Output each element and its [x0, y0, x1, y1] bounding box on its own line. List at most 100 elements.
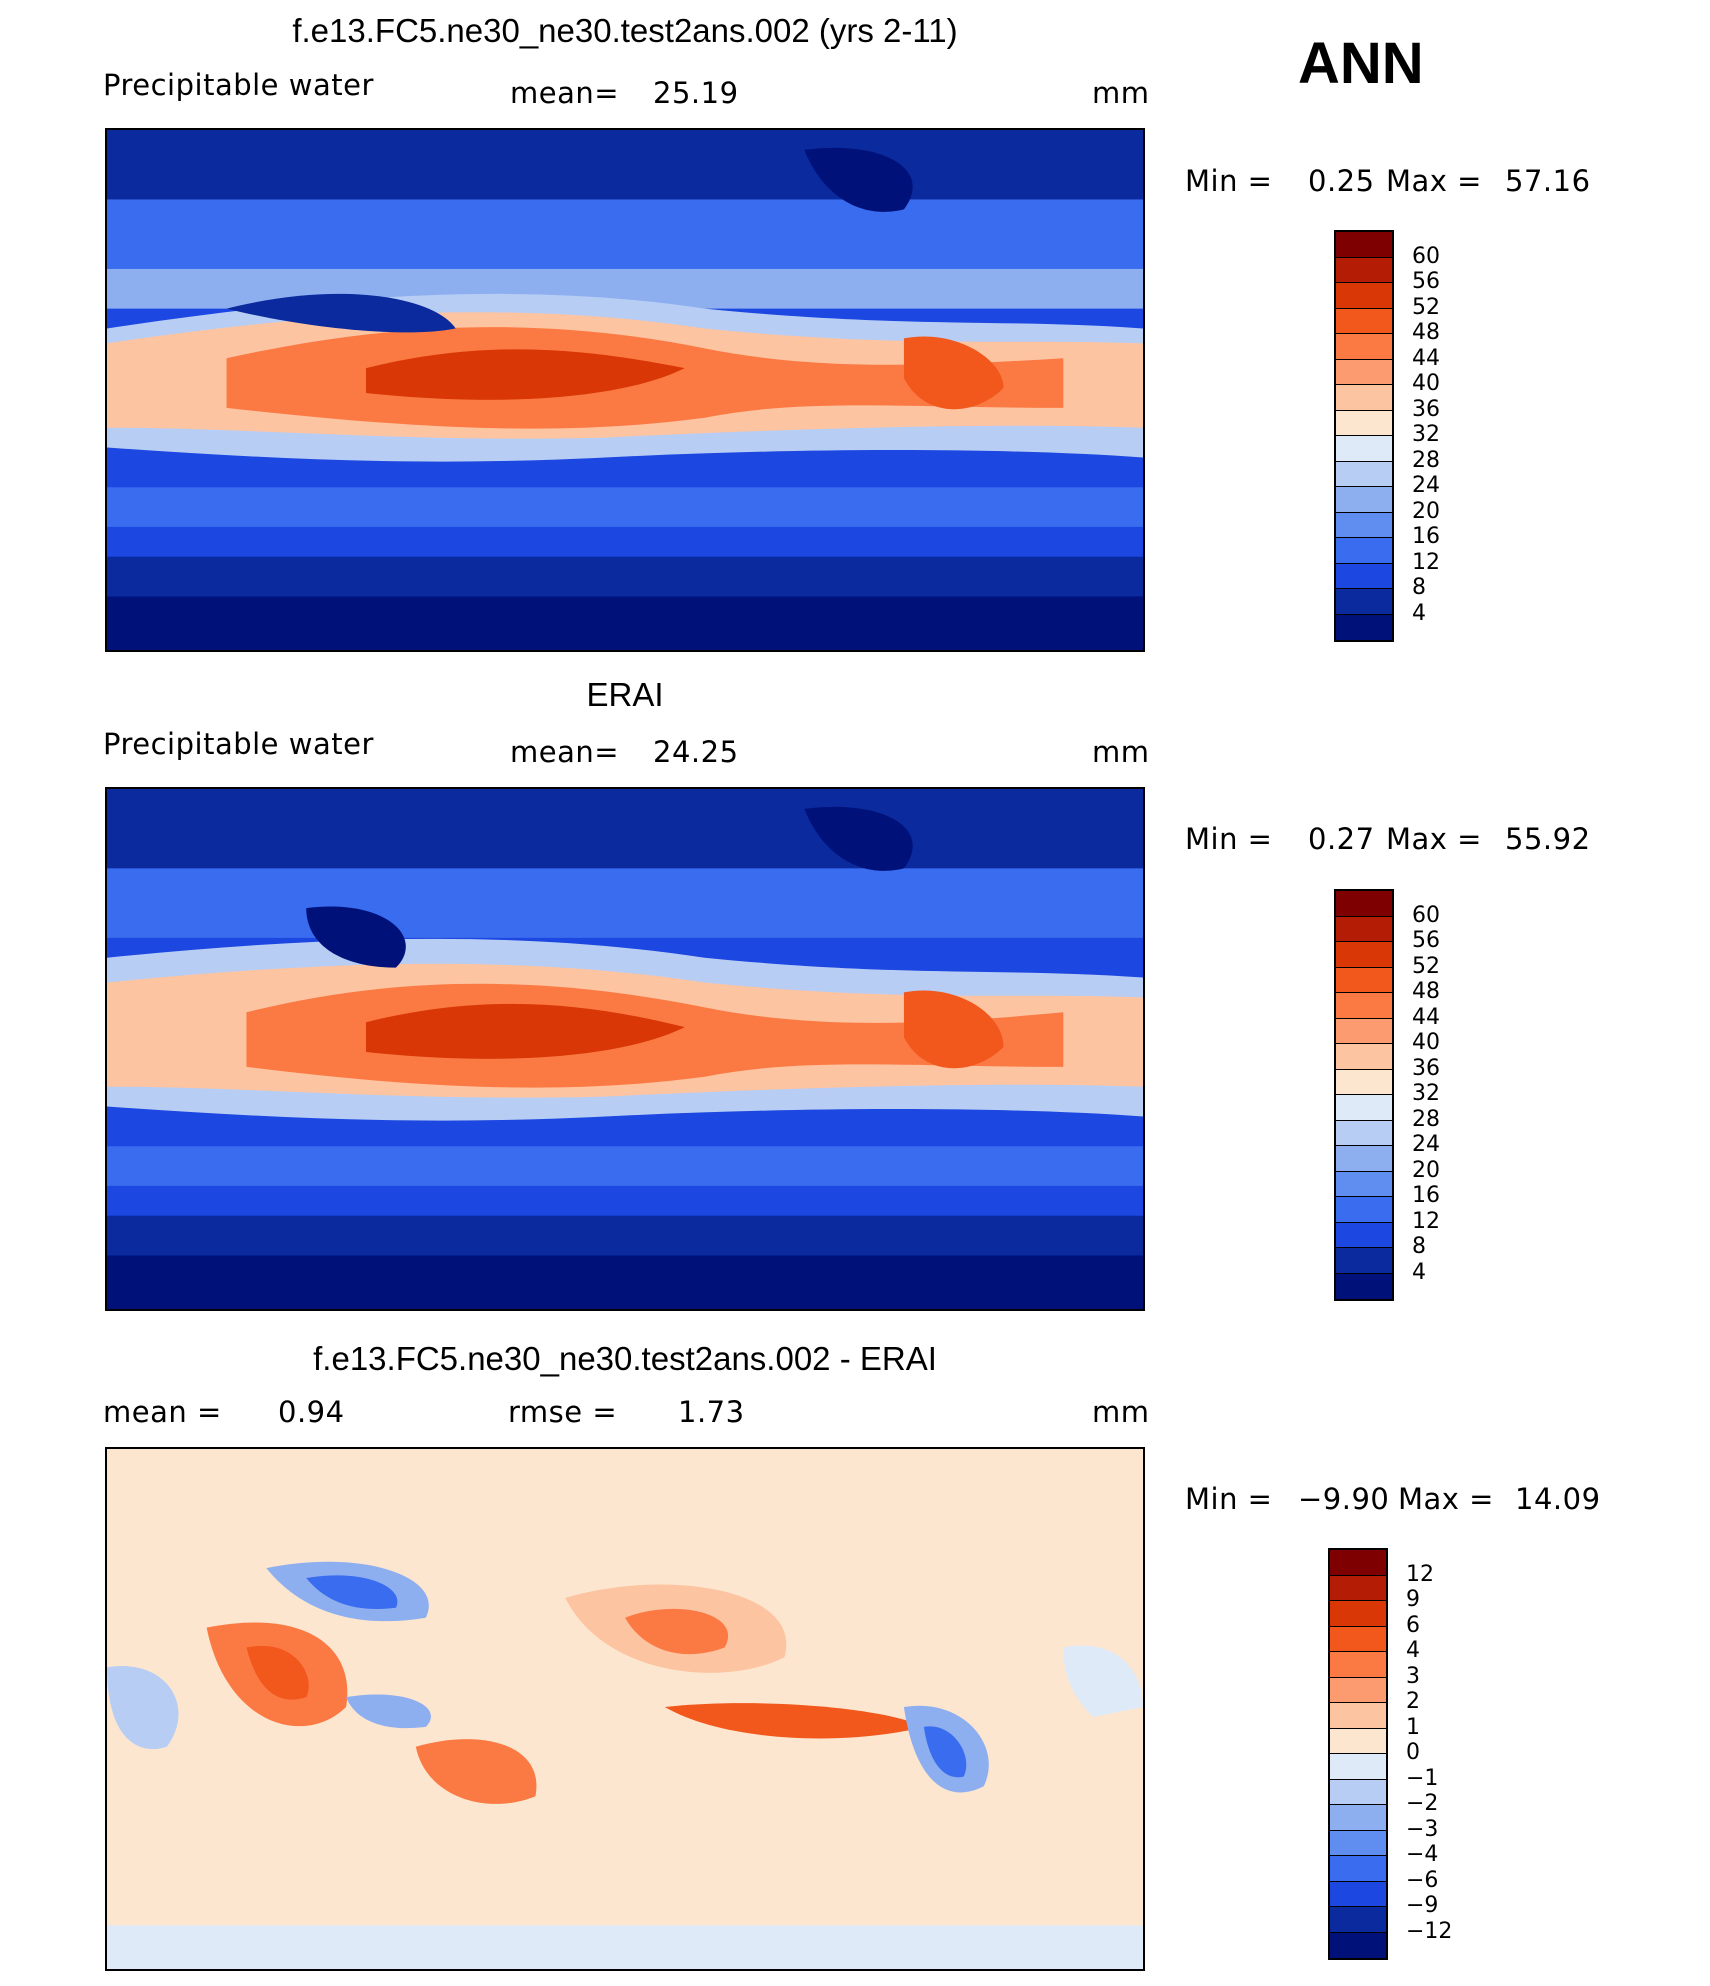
colorbar-tick-label: −4 — [1406, 1842, 1439, 1867]
panel3-mean-value: 0.94 — [278, 1395, 345, 1429]
panel1-min-label: Min = — [1185, 164, 1273, 198]
colorbar-tick-label: 28 — [1412, 447, 1440, 473]
colorbar-swatch — [1336, 1018, 1392, 1044]
colorbar-swatch — [1330, 1830, 1386, 1856]
panel3-map-svg — [107, 1449, 1143, 1969]
colorbar-swatch — [1336, 1197, 1392, 1223]
colorbar-tick-label: 8 — [1412, 1234, 1426, 1259]
colorbar-tick-label: 3 — [1406, 1663, 1420, 1689]
panel1-title: f.e13.FC5.ne30_ne30.test2ans.002 (yrs 2-… — [292, 12, 958, 49]
panel3-colorbar — [1328, 1548, 1388, 1960]
panel2-max-label: Max = — [1386, 822, 1482, 856]
colorbar-tick-label: 40 — [1412, 1030, 1440, 1055]
colorbar-swatch — [1336, 1044, 1392, 1070]
colorbar-swatch — [1336, 232, 1392, 258]
colorbar-swatch — [1336, 461, 1392, 487]
colorbar-swatch — [1336, 1171, 1392, 1197]
colorbar-tick-label: 24 — [1412, 473, 1440, 498]
colorbar-swatch — [1336, 993, 1392, 1019]
colorbar-swatch — [1336, 942, 1392, 968]
panel3-rmse-value: 1.73 — [678, 1395, 745, 1429]
colorbar-tick-label: 16 — [1412, 1183, 1440, 1208]
colorbar-swatch — [1330, 1703, 1386, 1729]
colorbar-tick-label: 36 — [1412, 1055, 1440, 1081]
colorbar-tick-label: 12 — [1406, 1561, 1434, 1587]
panel2-min-label: Min = — [1185, 822, 1273, 856]
colorbar-tick-label: 28 — [1412, 1106, 1440, 1132]
colorbar-swatch — [1330, 1805, 1386, 1831]
colorbar-swatch — [1336, 563, 1392, 589]
colorbar-tick-label: 52 — [1412, 953, 1440, 979]
panel1-variable-label: Precipitable water — [103, 68, 374, 102]
colorbar-swatch — [1336, 334, 1392, 360]
colorbar-swatch — [1330, 1626, 1386, 1652]
colorbar-swatch — [1336, 257, 1392, 283]
panel2-map — [105, 787, 1145, 1311]
colorbar-tick-label: −9 — [1406, 1893, 1439, 1918]
panel3-mean-label: mean = — [103, 1395, 222, 1429]
colorbar-tick-label: 44 — [1412, 1004, 1440, 1030]
colorbar-swatch — [1336, 1146, 1392, 1172]
colorbar-swatch — [1336, 1069, 1392, 1095]
colorbar-tick-label: 32 — [1412, 1081, 1440, 1106]
colorbar-tick-label: 60 — [1412, 902, 1440, 928]
colorbar-tick-label: 12 — [1412, 549, 1440, 575]
colorbar-swatch — [1336, 410, 1392, 436]
panel2-colorbar — [1334, 889, 1394, 1301]
colorbar-tick-label: 9 — [1406, 1587, 1420, 1612]
panel1-max-label: Max = — [1386, 164, 1482, 198]
panel1-map — [105, 128, 1145, 652]
colorbar-swatch — [1336, 436, 1392, 462]
colorbar-swatch — [1330, 1575, 1386, 1601]
colorbar-tick-label: 40 — [1412, 371, 1440, 396]
colorbar-swatch — [1336, 1120, 1392, 1146]
panel2-map-svg — [107, 789, 1143, 1309]
panel3-units: mm — [1092, 1395, 1150, 1429]
panel2-max-value: 55.92 — [1505, 822, 1591, 856]
colorbar-tick-label: 24 — [1412, 1132, 1440, 1157]
panel1-min-value: 0.25 — [1308, 164, 1375, 198]
panel1-colorbar — [1334, 230, 1394, 642]
colorbar-swatch — [1336, 614, 1392, 640]
panel3-max-label: Max = — [1398, 1482, 1494, 1516]
colorbar-swatch — [1330, 1907, 1386, 1933]
panel2-variable-label: Precipitable water — [103, 727, 374, 761]
colorbar-tick-label: 56 — [1412, 928, 1440, 953]
colorbar-tick-label: 1 — [1406, 1714, 1420, 1740]
colorbar-swatch — [1330, 1550, 1386, 1576]
colorbar-tick-label: 36 — [1412, 396, 1440, 422]
panel2-units: mm — [1092, 735, 1150, 769]
colorbar-tick-label: −3 — [1406, 1816, 1439, 1842]
colorbar-swatch — [1330, 1728, 1386, 1754]
panel1-max-value: 57.16 — [1505, 164, 1591, 198]
colorbar-swatch — [1336, 538, 1392, 564]
panel3-map — [105, 1447, 1145, 1971]
panel1-units: mm — [1092, 76, 1150, 110]
colorbar-tick-label: 52 — [1412, 294, 1440, 320]
colorbar-swatch — [1330, 1601, 1386, 1627]
colorbar-tick-label: 4 — [1412, 600, 1426, 626]
colorbar-tick-label: 4 — [1412, 1259, 1426, 1285]
colorbar-tick-label: 6 — [1406, 1612, 1420, 1638]
colorbar-tick-label: −2 — [1406, 1791, 1439, 1816]
colorbar-tick-label: 44 — [1412, 345, 1440, 371]
colorbar-tick-label: 20 — [1412, 1157, 1440, 1183]
panel2-min-value: 0.27 — [1308, 822, 1375, 856]
colorbar-swatch — [1330, 1881, 1386, 1907]
colorbar-tick-label: 12 — [1412, 1208, 1440, 1234]
colorbar-swatch — [1330, 1932, 1386, 1958]
panel3-rmse-label: rmse = — [508, 1395, 618, 1429]
colorbar-tick-label: 56 — [1412, 269, 1440, 294]
colorbar-swatch — [1330, 1677, 1386, 1703]
colorbar-tick-label: −12 — [1406, 1918, 1453, 1944]
colorbar-tick-label: 48 — [1412, 320, 1440, 345]
colorbar-swatch — [1336, 308, 1392, 334]
colorbar-swatch — [1336, 891, 1392, 917]
colorbar-swatch — [1336, 1095, 1392, 1121]
colorbar-tick-label: 8 — [1412, 575, 1426, 600]
panel1-map-svg — [107, 130, 1143, 650]
colorbar-swatch — [1336, 1248, 1392, 1274]
panel3-min-label: Min = — [1185, 1482, 1273, 1516]
colorbar-swatch — [1336, 589, 1392, 615]
colorbar-swatch — [1330, 1754, 1386, 1780]
